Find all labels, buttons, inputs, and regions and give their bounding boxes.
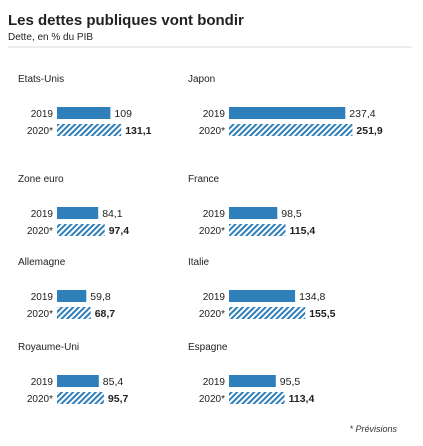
value-label: 97,4 [109, 225, 130, 237]
year-label: 2019 [31, 292, 54, 303]
value-label: 109 [114, 108, 132, 120]
bar-2019 [57, 207, 99, 219]
panel-royaume-uni: Royaume-Uni 2019 85,4 2020* 95,7 [18, 342, 128, 405]
value-label: 85,4 [103, 376, 124, 388]
value-label: 131,1 [125, 125, 151, 137]
bar-2019 [229, 290, 296, 302]
bar-2020 [229, 307, 306, 319]
country-label: Allemagne [18, 257, 66, 268]
bar-2019 [229, 375, 276, 387]
bar-2020 [57, 307, 91, 319]
year-label: 2020* [27, 394, 53, 405]
panel-italie: Italie 2019 134,8 2020* 155,5 [188, 257, 336, 320]
panel-zone-euro: Zone euro 2019 84,1 2020* 97,4 [18, 174, 129, 237]
value-label: 84,1 [102, 208, 123, 220]
year-label: 2020* [27, 309, 53, 320]
country-label: Japon [188, 74, 215, 85]
country-label: France [188, 174, 220, 185]
panel-japon: Japon 2019 237,4 2020* 251,9 [188, 74, 383, 137]
value-label: 98,5 [281, 208, 302, 220]
year-label: 2020* [199, 226, 225, 237]
value-label: 113,4 [289, 393, 315, 405]
bar-2020 [229, 224, 286, 236]
year-label: 2019 [203, 209, 226, 220]
year-label: 2019 [203, 109, 226, 120]
year-label: 2020* [199, 309, 225, 320]
value-label: 251,9 [356, 125, 382, 137]
value-label: 68,7 [95, 308, 116, 320]
bar-2019 [57, 290, 87, 302]
country-label: Espagne [188, 342, 228, 353]
bar-2019 [57, 375, 99, 387]
chart-subtitle: Dette, en % du PIB [8, 32, 94, 43]
panel-allemagne: Allemagne 2019 59,8 2020* 68,7 [18, 257, 115, 320]
year-label: 2019 [31, 109, 54, 120]
panel-france: France 2019 98,5 2020* 115,4 [188, 174, 315, 237]
year-label: 2020* [199, 394, 225, 405]
panels-group: Etats-Unis 2019 109 2020* 131,1 Japon 2019 237,… [18, 74, 383, 405]
year-label: 2019 [31, 209, 54, 220]
country-label: Etats-Unis [18, 74, 64, 85]
country-label: Zone euro [18, 174, 64, 185]
year-label: 2019 [203, 377, 226, 388]
bar-2019 [229, 107, 346, 119]
bar-2020 [229, 124, 353, 136]
value-label: 155,5 [309, 308, 335, 320]
value-label: 95,7 [108, 393, 129, 405]
bar-2020 [57, 124, 122, 136]
year-label: 2019 [203, 292, 226, 303]
year-label: 2020* [27, 226, 53, 237]
bar-2020 [57, 392, 104, 404]
chart-title: Les dettes publiques vont bondir [8, 12, 244, 29]
year-label: 2020* [199, 126, 225, 137]
panel-etats-unis: Etats-Unis 2019 109 2020* 131,1 [18, 74, 152, 137]
year-label: 2019 [31, 377, 54, 388]
footnote: * Prévisions [349, 424, 397, 434]
value-label: 115,4 [290, 225, 316, 237]
value-label: 237,4 [349, 108, 375, 120]
bar-2020 [229, 392, 285, 404]
value-label: 59,8 [90, 291, 111, 303]
country-label: Italie [188, 257, 210, 268]
value-label: 95,5 [280, 376, 301, 388]
value-label: 134,8 [299, 291, 325, 303]
country-label: Royaume-Uni [18, 342, 79, 353]
bar-2019 [57, 107, 111, 119]
bar-2020 [57, 224, 105, 236]
bar-2019 [229, 207, 278, 219]
panel-espagne: Espagne 2019 95,5 2020* 113,4 [188, 342, 314, 405]
year-label: 2020* [27, 126, 53, 137]
